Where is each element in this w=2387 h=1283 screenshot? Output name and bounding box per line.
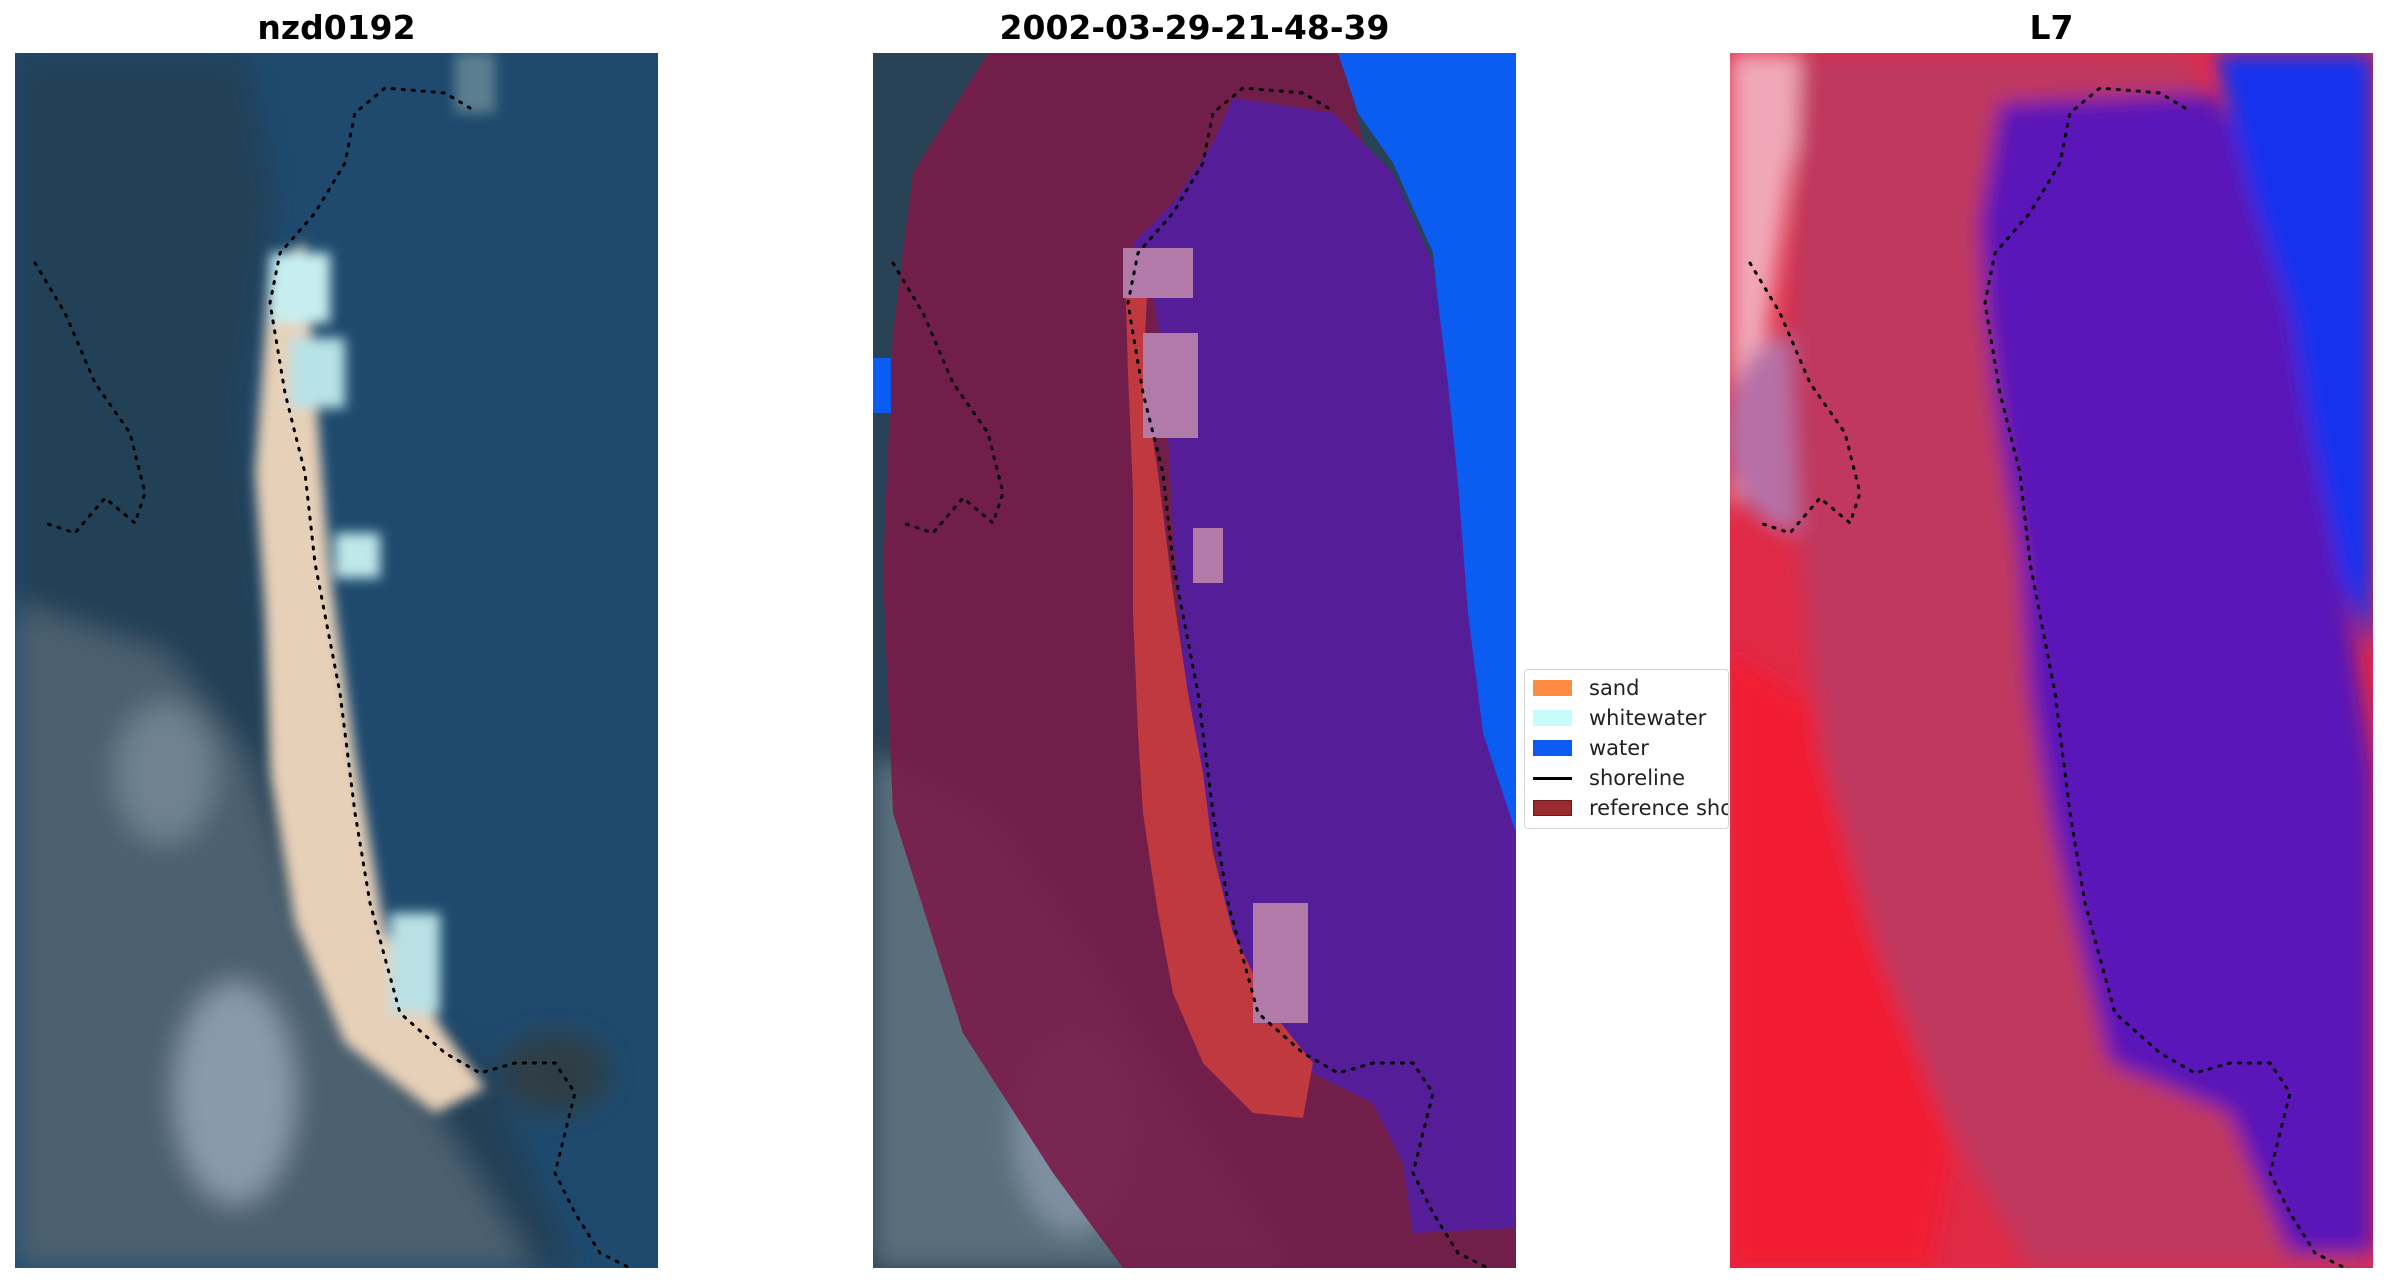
legend-item-whitewater: whitewater bbox=[1525, 703, 1706, 733]
classification-panel bbox=[873, 53, 1516, 1268]
index-panel bbox=[1730, 53, 2373, 1268]
legend-item-sand: sand bbox=[1525, 673, 1639, 703]
shoreline-line bbox=[268, 86, 632, 1268]
panel-title-index: L7 bbox=[2029, 8, 2074, 47]
legend-label: sand bbox=[1589, 676, 1640, 700]
legend-label: shoreline bbox=[1589, 766, 1686, 790]
satellite-image-panel bbox=[15, 53, 658, 1268]
reference-shoreline-swatch bbox=[1533, 800, 1572, 816]
panel-title-image: nzd0192 bbox=[257, 8, 416, 47]
panel-title-classification: 2002-03-29-21-48-39 bbox=[999, 8, 1390, 47]
classification-image bbox=[873, 53, 1516, 1268]
whitewater-swatch bbox=[1533, 710, 1572, 726]
legend-label: water bbox=[1589, 736, 1649, 760]
legend-item-shoreline: shoreline bbox=[1525, 763, 1685, 793]
legend-item-water: water bbox=[1525, 733, 1649, 763]
satellite-image bbox=[15, 53, 658, 1268]
legend: sand whitewater water shoreline referenc… bbox=[1524, 669, 1729, 829]
legend-label: whitewater bbox=[1589, 706, 1707, 730]
water-swatch bbox=[1533, 740, 1572, 756]
legend-item-reference-shoreline: reference shoreline bbox=[1525, 793, 1728, 823]
sand-swatch bbox=[1533, 680, 1572, 696]
index-image bbox=[1730, 53, 2373, 1268]
legend-label: reference shoreline bbox=[1589, 796, 1728, 820]
shoreline-swatch bbox=[1533, 776, 1572, 780]
